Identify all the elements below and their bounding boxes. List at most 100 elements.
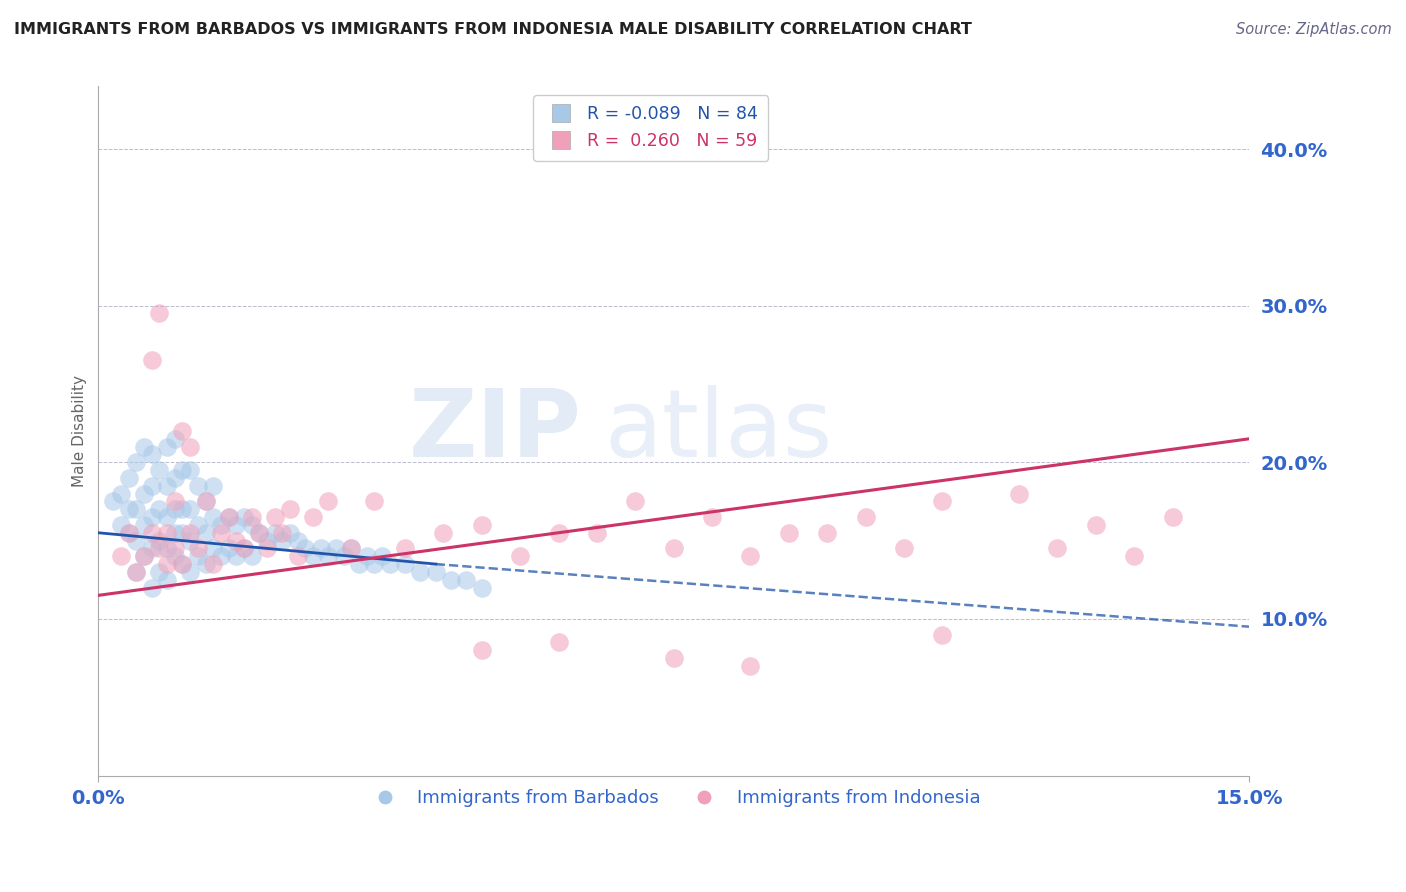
Point bbox=[194, 557, 217, 571]
Point bbox=[332, 549, 354, 564]
Point bbox=[232, 541, 254, 556]
Point bbox=[287, 549, 309, 564]
Point bbox=[218, 510, 240, 524]
Point bbox=[141, 541, 163, 556]
Point bbox=[172, 463, 194, 477]
Legend: Immigrants from Barbados, Immigrants from Indonesia: Immigrants from Barbados, Immigrants fro… bbox=[360, 782, 988, 814]
Point bbox=[132, 549, 155, 564]
Point bbox=[471, 517, 494, 532]
Point bbox=[125, 533, 148, 548]
Point bbox=[156, 541, 179, 556]
Text: IMMIGRANTS FROM BARBADOS VS IMMIGRANTS FROM INDONESIA MALE DISABILITY CORRELATIO: IMMIGRANTS FROM BARBADOS VS IMMIGRANTS F… bbox=[14, 22, 972, 37]
Point bbox=[141, 479, 163, 493]
Point bbox=[172, 525, 194, 540]
Point bbox=[256, 541, 278, 556]
Point bbox=[148, 533, 170, 548]
Point bbox=[172, 424, 194, 438]
Point bbox=[340, 541, 363, 556]
Point bbox=[232, 510, 254, 524]
Point bbox=[547, 635, 569, 649]
Point bbox=[700, 510, 723, 524]
Point bbox=[179, 533, 201, 548]
Point bbox=[347, 557, 370, 571]
Point bbox=[179, 502, 201, 516]
Point bbox=[340, 541, 363, 556]
Point bbox=[509, 549, 531, 564]
Point bbox=[356, 549, 378, 564]
Point bbox=[1008, 486, 1031, 500]
Point bbox=[110, 486, 132, 500]
Point bbox=[118, 471, 141, 485]
Point bbox=[456, 573, 478, 587]
Point bbox=[125, 455, 148, 469]
Point bbox=[118, 502, 141, 516]
Point bbox=[202, 479, 225, 493]
Point bbox=[194, 525, 217, 540]
Point bbox=[148, 565, 170, 579]
Point bbox=[409, 565, 432, 579]
Text: Source: ZipAtlas.com: Source: ZipAtlas.com bbox=[1236, 22, 1392, 37]
Point bbox=[163, 541, 186, 556]
Point bbox=[425, 565, 447, 579]
Point bbox=[302, 549, 325, 564]
Point bbox=[163, 494, 186, 508]
Point bbox=[624, 494, 647, 508]
Point bbox=[225, 533, 247, 548]
Point bbox=[148, 463, 170, 477]
Point bbox=[125, 565, 148, 579]
Point bbox=[1046, 541, 1069, 556]
Point bbox=[202, 541, 225, 556]
Point bbox=[163, 525, 186, 540]
Point bbox=[225, 549, 247, 564]
Point bbox=[163, 549, 186, 564]
Point bbox=[263, 510, 285, 524]
Point bbox=[110, 517, 132, 532]
Point bbox=[247, 525, 270, 540]
Point bbox=[179, 440, 201, 454]
Point bbox=[179, 565, 201, 579]
Point bbox=[1161, 510, 1184, 524]
Point bbox=[378, 557, 401, 571]
Point bbox=[125, 502, 148, 516]
Point bbox=[218, 541, 240, 556]
Point bbox=[294, 541, 316, 556]
Point bbox=[187, 541, 209, 556]
Point bbox=[103, 494, 125, 508]
Point bbox=[194, 494, 217, 508]
Point bbox=[471, 643, 494, 657]
Point bbox=[156, 557, 179, 571]
Point bbox=[187, 549, 209, 564]
Point bbox=[141, 581, 163, 595]
Point bbox=[172, 502, 194, 516]
Point bbox=[740, 658, 762, 673]
Point bbox=[432, 525, 454, 540]
Point bbox=[163, 432, 186, 446]
Point bbox=[547, 525, 569, 540]
Point bbox=[156, 440, 179, 454]
Point bbox=[179, 525, 201, 540]
Point bbox=[172, 557, 194, 571]
Point bbox=[394, 557, 416, 571]
Point bbox=[187, 479, 209, 493]
Point bbox=[141, 510, 163, 524]
Point bbox=[132, 486, 155, 500]
Point bbox=[156, 510, 179, 524]
Point bbox=[931, 494, 953, 508]
Point bbox=[118, 525, 141, 540]
Point bbox=[263, 525, 285, 540]
Point bbox=[778, 525, 800, 540]
Point bbox=[141, 525, 163, 540]
Point bbox=[209, 549, 232, 564]
Point bbox=[132, 440, 155, 454]
Point bbox=[318, 494, 340, 508]
Point bbox=[855, 510, 877, 524]
Point bbox=[240, 549, 263, 564]
Point bbox=[815, 525, 838, 540]
Point bbox=[179, 463, 201, 477]
Point bbox=[363, 557, 385, 571]
Point bbox=[440, 573, 463, 587]
Point bbox=[256, 533, 278, 548]
Point bbox=[202, 557, 225, 571]
Point bbox=[110, 549, 132, 564]
Point bbox=[163, 502, 186, 516]
